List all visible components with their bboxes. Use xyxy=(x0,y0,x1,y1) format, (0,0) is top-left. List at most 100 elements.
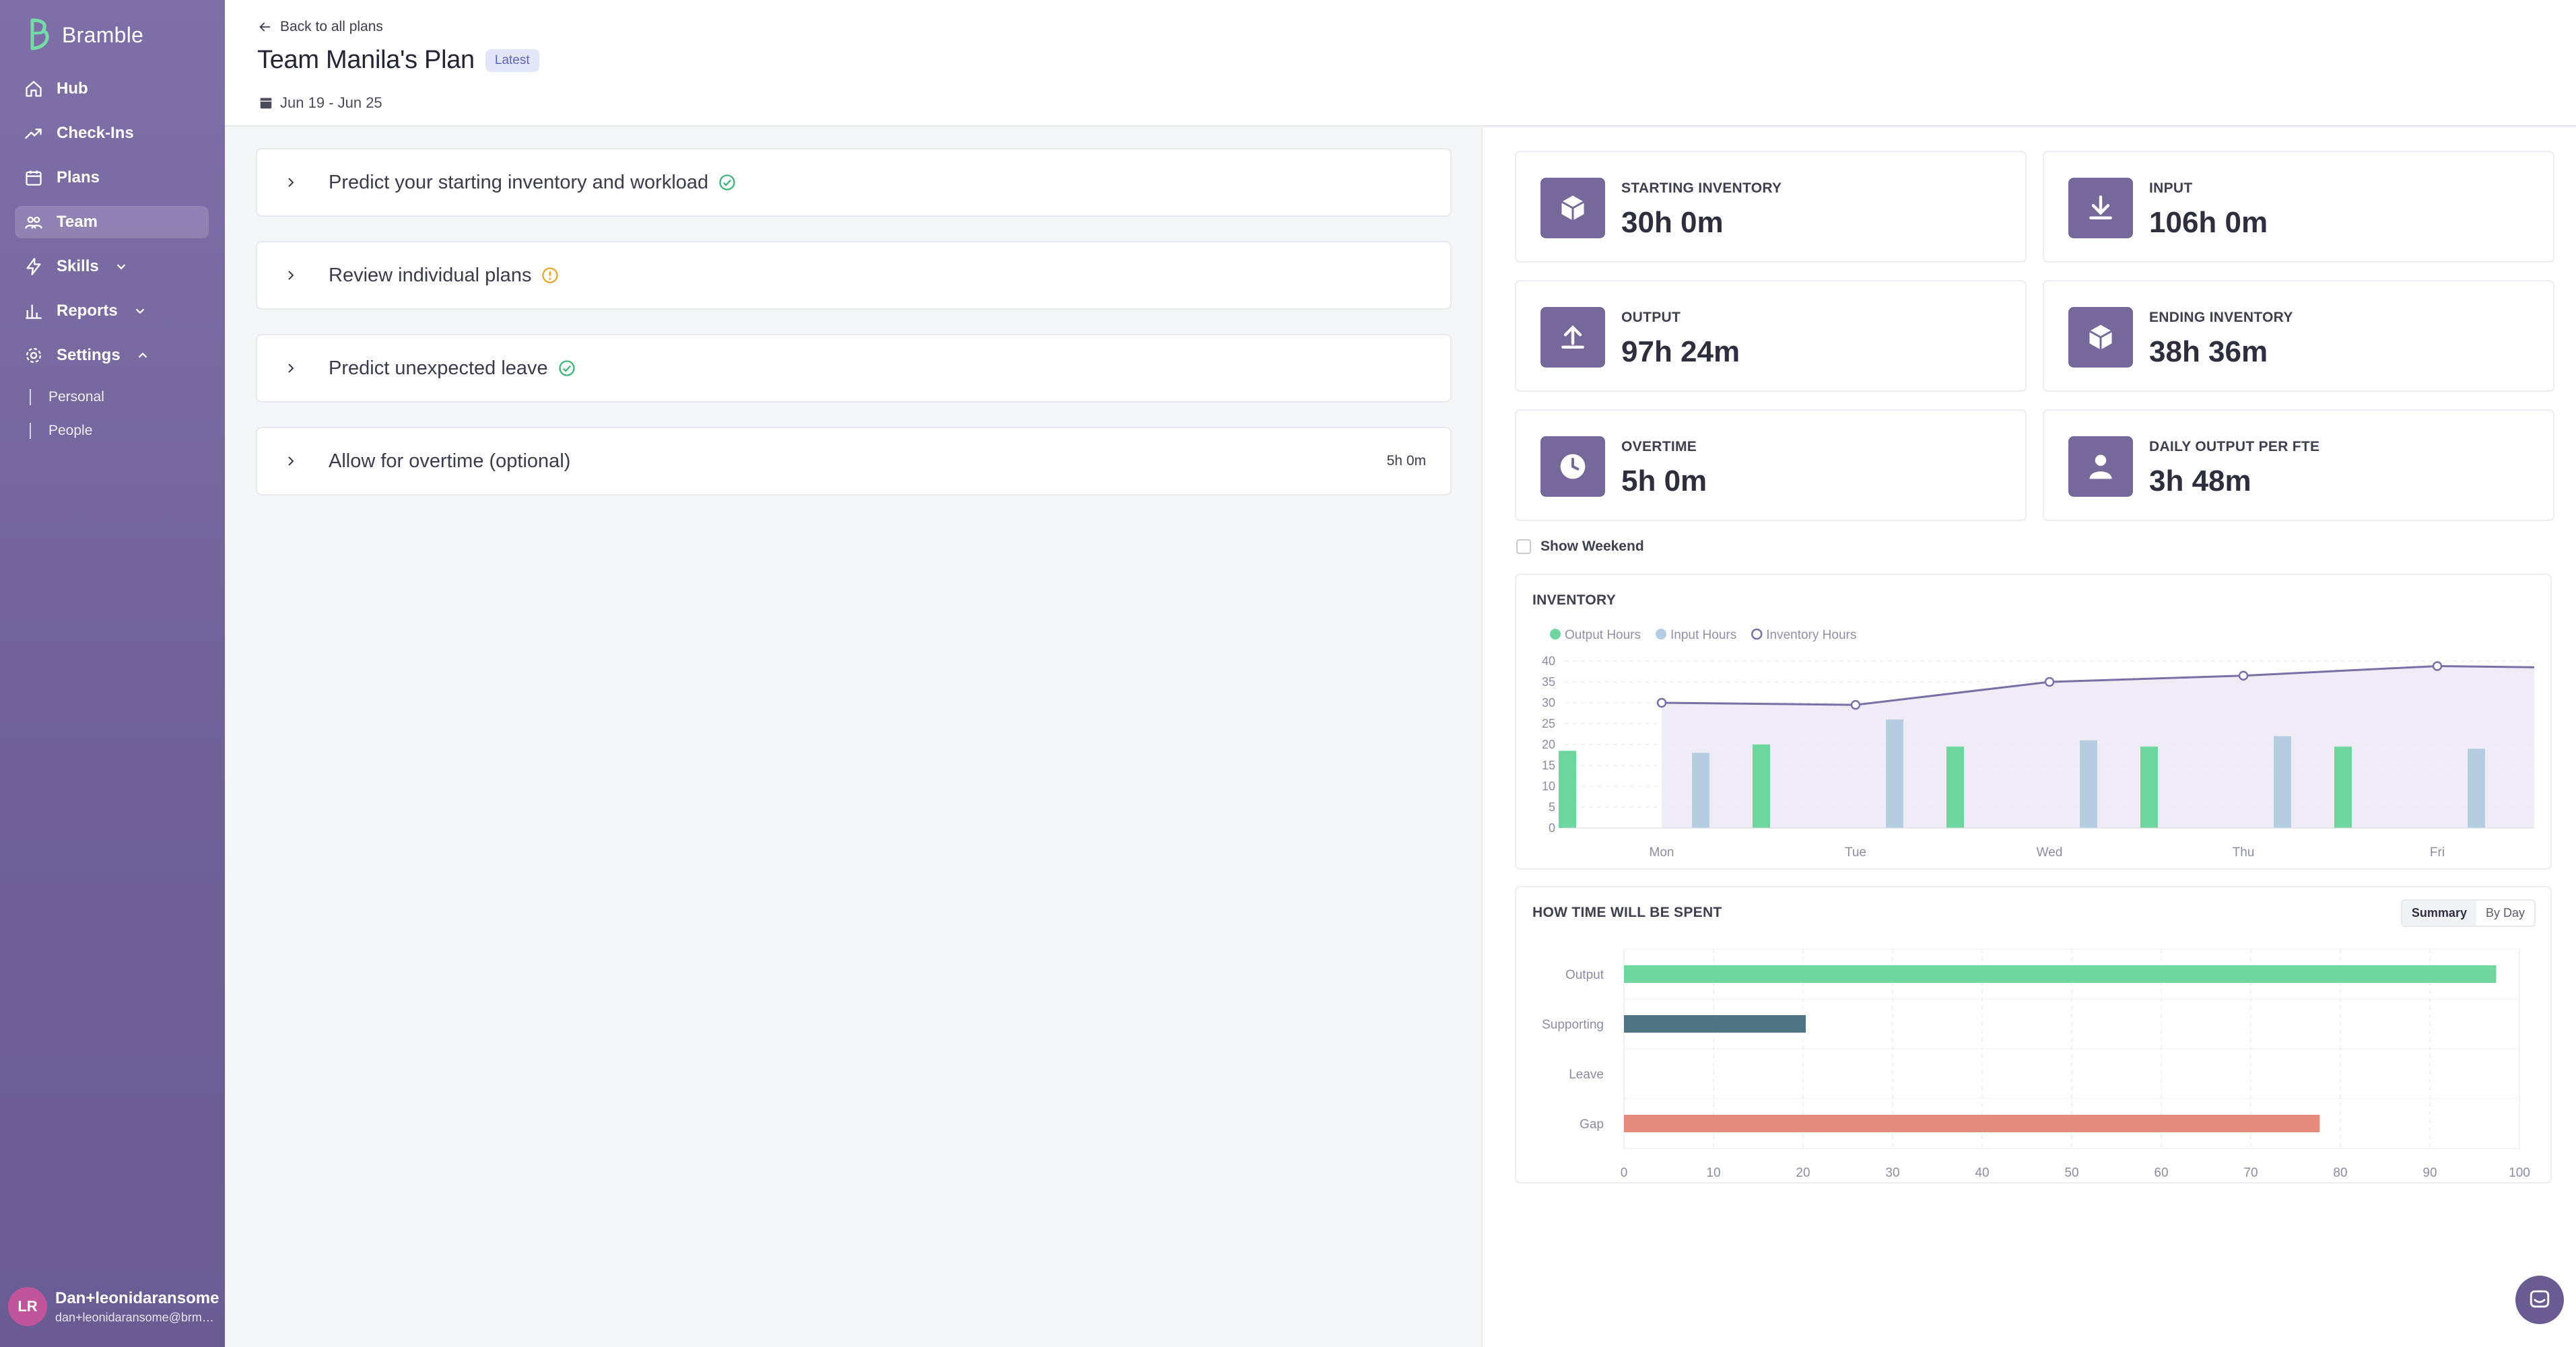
chat-icon xyxy=(2530,1290,2550,1308)
nav-item-label: Team xyxy=(57,213,98,231)
nav-item-plans[interactable]: Plans xyxy=(15,162,209,194)
x-tick-label: Mon xyxy=(1650,845,1674,860)
y-tick-label: 20 xyxy=(1542,738,1555,751)
subnav-item-personal[interactable]: Personal xyxy=(30,384,209,411)
bramble-logo-icon xyxy=(30,18,49,50)
step-starting-inventory[interactable]: Predict your starting inventory and work… xyxy=(256,148,1452,217)
page-header: Back to all plans Team Manila's Plan Lat… xyxy=(225,0,2576,127)
kpi-label: DAILY OUTPUT PER FTE xyxy=(2149,439,2320,454)
output-bar xyxy=(1946,747,1964,828)
legend-label: Output Hours xyxy=(1565,628,1641,642)
show-weekend-label: Show Weekend xyxy=(1540,539,1644,554)
step-unexpected-leave[interactable]: Predict unexpected leave xyxy=(256,334,1452,403)
box-icon xyxy=(1561,195,1585,221)
output-bar xyxy=(2140,747,2158,828)
step-value: 5h 0m xyxy=(1386,453,1426,469)
chevron-down-icon xyxy=(135,308,144,314)
subnav-indicator xyxy=(30,423,31,439)
legend-label: Input Hours xyxy=(1670,628,1736,642)
brand[interactable]: Bramble xyxy=(27,18,143,53)
x-tick-label: 50 xyxy=(2064,1166,2078,1180)
arrow-left-icon xyxy=(259,22,271,32)
nav-item-label: Hub xyxy=(57,79,88,98)
nav-item-skills[interactable]: Skills xyxy=(15,250,209,283)
kpi-value: 30h 0m xyxy=(1621,206,1724,239)
kpi-icon-tile xyxy=(1540,307,1605,368)
kpi-overtime: OVERTIME 5h 0m xyxy=(1515,409,2027,521)
inventory-area xyxy=(1662,666,2534,828)
bar-chart-icon xyxy=(26,304,42,319)
legend-swatch xyxy=(1550,629,1561,640)
main-nav: Hub Check-Ins Plans Team Skills Reports … xyxy=(15,73,209,451)
y-tick-label: 10 xyxy=(1542,780,1555,793)
page-title: Team Manila's Plan xyxy=(257,46,475,74)
nav-item-reports[interactable]: Reports xyxy=(15,295,209,327)
y-tick-label: 5 xyxy=(1549,800,1555,814)
y-tick-label: Leave xyxy=(1569,1068,1604,1082)
x-tick-label: 80 xyxy=(2333,1166,2347,1180)
kpi-ending-inventory: ENDING INVENTORY 38h 36m xyxy=(2043,280,2554,392)
x-tick-label: 20 xyxy=(1796,1166,1810,1180)
kpi-label: OUTPUT xyxy=(1621,310,1681,325)
time-bar xyxy=(1624,1015,1806,1033)
subnav-item-people[interactable]: People xyxy=(30,417,209,444)
by-day-tab[interactable]: By Day xyxy=(2476,901,2534,926)
inventory-point xyxy=(1656,697,1667,708)
nav-item-settings[interactable]: Settings xyxy=(15,339,209,372)
nav-item-hub[interactable]: Hub xyxy=(15,73,209,105)
input-bar xyxy=(2468,749,2485,828)
nav-item-label: Check-Ins xyxy=(57,124,134,142)
user-name: Dan+leonidaransome xyxy=(55,1288,219,1307)
legend-swatch xyxy=(1751,628,1763,640)
kpi-icon-tile xyxy=(1540,178,1605,238)
show-weekend-toggle[interactable]: Show Weekend xyxy=(1516,539,1644,555)
step-review-individual-plans[interactable]: Review individual plans xyxy=(256,241,1452,310)
summary-view-toggle[interactable]: Summary By Day xyxy=(2400,899,2536,927)
chevron-right-icon xyxy=(288,271,294,280)
inventory-chart-card: INVENTORY Output Hours Input Hours Invento… xyxy=(1515,574,2552,870)
kpi-output: OUTPUT 97h 24m xyxy=(1515,280,2027,392)
output-bar xyxy=(1559,751,1576,828)
nav-item-check-ins[interactable]: Check-Ins xyxy=(15,117,209,149)
kpi-value: 106h 0m xyxy=(2149,206,2268,239)
gear-icon xyxy=(26,347,42,364)
plan-steps: Predict your starting inventory and work… xyxy=(256,148,1452,520)
kpi-label: INPUT xyxy=(2149,180,2193,196)
y-tick-label: 40 xyxy=(1542,654,1555,668)
output-bar xyxy=(2334,747,2352,828)
input-bar xyxy=(2274,736,2291,828)
x-tick-label: 30 xyxy=(1885,1166,1899,1180)
chat-launcher[interactable] xyxy=(2515,1276,2564,1324)
user-profile[interactable]: LR Dan+leonidaransome dan+leonidaransome… xyxy=(8,1287,219,1326)
legend-swatch xyxy=(1656,629,1666,640)
show-weekend-checkbox[interactable] xyxy=(1516,539,1531,554)
back-link[interactable]: Back to all plans xyxy=(257,19,383,35)
chevron-right-icon xyxy=(288,364,294,373)
sidebar: Bramble Hub Check-Ins Plans Team Skills … xyxy=(0,0,225,1347)
time-spent-chart-card: HOW TIME WILL BE SPENT Summary By Day 0 1… xyxy=(1515,886,2552,1183)
x-tick-label: 70 xyxy=(2243,1166,2258,1180)
inventory-point xyxy=(2238,670,2249,681)
inventory-point xyxy=(2044,677,2055,687)
kpi-label: ENDING INVENTORY xyxy=(2149,310,2293,325)
box-icon xyxy=(2089,324,2113,350)
nav-item-team[interactable]: Team xyxy=(15,206,209,238)
step-overtime[interactable]: Allow for overtime (optional) 5h 0m xyxy=(256,427,1452,495)
status-badge: Latest xyxy=(485,48,539,72)
kpi-icon-tile xyxy=(2068,436,2133,497)
kpi-value: 3h 48m xyxy=(2149,464,2251,497)
calendar-icon xyxy=(26,170,42,186)
kpi-value: 5h 0m xyxy=(1621,464,1707,497)
x-tick-label: Wed xyxy=(2037,845,2063,860)
nav-item-label: Skills xyxy=(57,257,99,275)
y-tick-label: 0 xyxy=(1549,821,1555,835)
kpi-input: INPUT 106h 0m xyxy=(2043,151,2554,263)
step-label: Review individual plans xyxy=(329,264,532,286)
inventory-point xyxy=(2432,661,2443,671)
x-tick-label: 0 xyxy=(1621,1166,1628,1180)
inventory-line xyxy=(1661,664,2535,706)
subnav-item-label: People xyxy=(48,423,93,438)
kpi-label: STARTING INVENTORY xyxy=(1621,180,1782,196)
summary-tab[interactable]: Summary xyxy=(2402,901,2476,926)
chevron-up-icon xyxy=(138,352,147,358)
